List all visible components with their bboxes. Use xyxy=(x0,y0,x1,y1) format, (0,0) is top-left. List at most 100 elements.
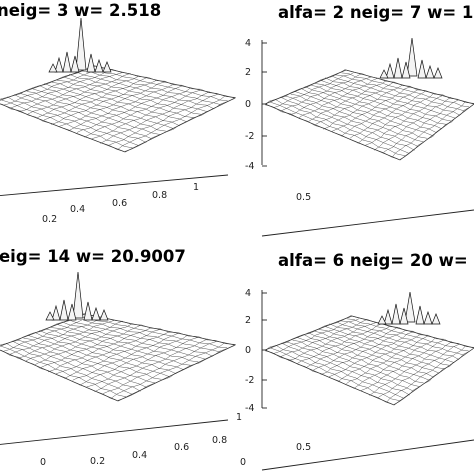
mesh-line xyxy=(72,318,221,353)
mesh-line xyxy=(39,85,174,129)
subplot-4: alfa= 6 neig= 20 w= 30 4 2 0 -2 -4 0 0.5 xyxy=(240,251,474,471)
mesh-line xyxy=(17,339,147,388)
mesh-line xyxy=(304,86,437,134)
side-spike xyxy=(417,59,427,79)
mesh-line xyxy=(0,64,95,100)
x-tick-label: 0.2 xyxy=(42,214,57,225)
mesh-line xyxy=(347,318,469,352)
mesh-line xyxy=(337,333,422,382)
side-spike xyxy=(383,308,393,325)
z-tick-label: -2 xyxy=(245,131,254,142)
mesh-line xyxy=(353,337,436,389)
mesh-line xyxy=(59,81,166,127)
mesh-line xyxy=(14,94,147,143)
subplot-title: alfa= 6 neig= 20 w= 30 xyxy=(278,251,474,270)
x-tick-label: 0 xyxy=(40,457,46,468)
mesh-line xyxy=(89,68,228,101)
mesh-line xyxy=(103,341,217,394)
mesh-line xyxy=(324,77,456,119)
subplot-title: alfa= 2 neig= 7 w= 10 xyxy=(278,3,474,22)
mesh-line xyxy=(341,72,469,108)
mesh-line xyxy=(94,338,208,393)
side-spike xyxy=(102,61,112,73)
mesh-line xyxy=(41,324,141,368)
mesh-line xyxy=(5,342,132,395)
side-spike xyxy=(83,301,93,321)
side-spike xyxy=(67,303,77,321)
mesh-line xyxy=(64,331,170,379)
surface-outline xyxy=(0,65,237,153)
subplot-3: 4 neig= 14 w= 20.9007 0 0.2 0.4 0.6 0.8 1 xyxy=(0,247,242,468)
mesh-line xyxy=(64,77,201,115)
mesh-line xyxy=(274,98,409,154)
mesh-line xyxy=(273,72,354,108)
mesh-line xyxy=(325,326,449,366)
subplot-2: alfa= 2 neig= 7 w= 10 4 2 0 -2 -4 0.5 xyxy=(245,3,474,237)
x-tick-label: 0.2 xyxy=(90,456,105,467)
z-tick-label: 0 xyxy=(245,345,251,356)
mesh-line xyxy=(318,329,445,369)
z-tick-label: 4 xyxy=(245,38,251,49)
mesh-line xyxy=(86,337,198,388)
mesh-line xyxy=(341,89,419,137)
x-axis-line xyxy=(0,419,229,445)
mesh-line xyxy=(48,327,151,373)
subplot-title: 0.4 neig= 3 w= 2.518 xyxy=(0,1,161,20)
mesh-line xyxy=(12,340,141,392)
side-spike xyxy=(401,61,411,79)
side-spike xyxy=(425,64,435,79)
mesh-line xyxy=(313,327,398,371)
mesh-line xyxy=(280,96,415,151)
side-spike xyxy=(51,304,61,321)
mesh-line xyxy=(25,320,123,361)
side-spike xyxy=(379,69,389,79)
x-tick-label: 0.8 xyxy=(212,435,227,446)
x-tick-label: 0.8 xyxy=(152,190,167,201)
mesh-line xyxy=(323,85,403,130)
mesh-line xyxy=(100,91,210,144)
mesh-line xyxy=(43,77,147,121)
mesh-line xyxy=(9,316,104,355)
mesh-line xyxy=(392,101,466,158)
mesh-line xyxy=(280,319,368,357)
mesh-line xyxy=(18,72,123,112)
mesh-line xyxy=(55,328,161,375)
surface-peak xyxy=(45,271,109,321)
mesh-line xyxy=(109,94,218,146)
mesh-line xyxy=(39,330,177,375)
side-spike xyxy=(377,315,387,325)
mesh-line xyxy=(117,95,226,150)
x-tick-label: 0.6 xyxy=(112,198,127,209)
x-axis-line xyxy=(0,174,229,197)
x-tick-label: 0.4 xyxy=(70,204,85,215)
mesh-line xyxy=(340,320,465,356)
mesh-line xyxy=(288,322,376,361)
surface-mesh xyxy=(264,315,474,405)
x-axis-line xyxy=(261,209,474,237)
side-spike xyxy=(393,57,403,79)
side-spike xyxy=(431,313,441,325)
mesh-line xyxy=(79,335,188,386)
mesh-line xyxy=(386,345,466,403)
subplot-title: 4 neig= 14 w= 20.9007 xyxy=(0,247,186,266)
mesh-line xyxy=(305,326,390,368)
side-spike xyxy=(86,53,96,73)
mesh-line xyxy=(56,80,194,118)
mesh-line xyxy=(17,320,114,359)
mesh-line xyxy=(378,344,459,398)
side-spike xyxy=(48,63,58,73)
mesh-line xyxy=(349,91,426,139)
mesh-line xyxy=(51,81,188,123)
mesh-line xyxy=(281,342,410,396)
mesh-line xyxy=(281,73,363,112)
mesh-line xyxy=(68,83,175,132)
mesh-line xyxy=(76,85,182,133)
x-tick-label: 1 xyxy=(193,182,199,193)
mesh-line xyxy=(0,345,127,398)
mesh-line xyxy=(321,80,451,122)
main-spike xyxy=(75,17,87,71)
mesh-line xyxy=(315,82,394,125)
mesh-line xyxy=(34,324,132,366)
mesh-line xyxy=(300,88,433,136)
